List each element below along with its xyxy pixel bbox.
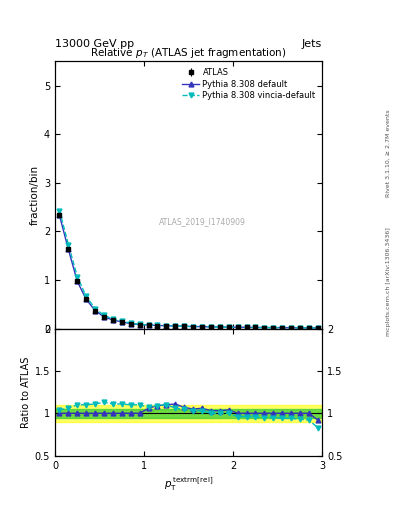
Pythia 8.308 default [146, 322, 151, 328]
Pythia 8.308 default [173, 323, 178, 329]
Pythia 8.308 default [280, 325, 285, 331]
Text: ATLAS_2019_I1740909: ATLAS_2019_I1740909 [158, 217, 246, 226]
Legend: ATLAS, Pythia 8.308 default, Pythia 8.308 vincia-default: ATLAS, Pythia 8.308 default, Pythia 8.30… [180, 66, 318, 102]
Pythia 8.308 vincia-default [84, 293, 88, 300]
Pythia 8.308 default [102, 314, 107, 320]
Pythia 8.308 vincia-default [235, 324, 240, 330]
Pythia 8.308 default [129, 321, 133, 327]
Text: mcplots.cern.ch [arXiv:1306.3436]: mcplots.cern.ch [arXiv:1306.3436] [386, 227, 391, 336]
Pythia 8.308 vincia-default [164, 323, 169, 329]
Pythia 8.308 default [137, 322, 142, 328]
Pythia 8.308 default [271, 325, 275, 331]
Pythia 8.308 default [75, 279, 80, 285]
Pythia 8.308 vincia-default [307, 325, 311, 331]
X-axis label: $p_{\rm T}^{\rm\,textrm[rel]}$: $p_{\rm T}^{\rm\,textrm[rel]}$ [164, 475, 213, 493]
Pythia 8.308 vincia-default [280, 325, 285, 331]
Pythia 8.308 vincia-default [262, 325, 267, 331]
Pythia 8.308 vincia-default [298, 325, 302, 331]
Pythia 8.308 vincia-default [93, 306, 97, 312]
Pythia 8.308 vincia-default [57, 207, 62, 214]
Pythia 8.308 vincia-default [173, 323, 178, 329]
Y-axis label: Ratio to ATLAS: Ratio to ATLAS [20, 356, 31, 428]
Pythia 8.308 default [200, 324, 204, 330]
Pythia 8.308 vincia-default [271, 325, 275, 331]
Pythia 8.308 default [209, 324, 213, 330]
Line: Pythia 8.308 default: Pythia 8.308 default [57, 213, 320, 330]
Pythia 8.308 vincia-default [316, 325, 320, 331]
Bar [55, 409, 322, 417]
Pythia 8.308 vincia-default [244, 324, 249, 330]
Pythia 8.308 default [164, 323, 169, 329]
Pythia 8.308 vincia-default [226, 324, 231, 330]
Pythia 8.308 vincia-default [110, 316, 115, 322]
Pythia 8.308 vincia-default [182, 323, 187, 329]
Pythia 8.308 default [110, 317, 115, 323]
Pythia 8.308 vincia-default [129, 320, 133, 326]
Pythia 8.308 default [253, 325, 258, 331]
Pythia 8.308 default [244, 324, 249, 330]
Pythia 8.308 default [289, 325, 294, 331]
Pythia 8.308 vincia-default [155, 323, 160, 329]
Pythia 8.308 vincia-default [102, 312, 107, 318]
Text: Rivet 3.1.10, ≥ 2.7M events: Rivet 3.1.10, ≥ 2.7M events [386, 110, 391, 198]
Pythia 8.308 vincia-default [75, 273, 80, 280]
Pythia 8.308 default [226, 324, 231, 330]
Pythia 8.308 default [235, 324, 240, 330]
Pythia 8.308 vincia-default [209, 324, 213, 330]
Bar [55, 405, 322, 422]
Pythia 8.308 vincia-default [289, 325, 294, 331]
Text: 13000 GeV pp: 13000 GeV pp [55, 38, 134, 49]
Pythia 8.308 vincia-default [119, 318, 124, 324]
Pythia 8.308 default [93, 308, 97, 314]
Pythia 8.308 default [66, 246, 71, 252]
Pythia 8.308 default [262, 325, 267, 331]
Pythia 8.308 default [316, 325, 320, 331]
Pythia 8.308 default [307, 325, 311, 331]
Pythia 8.308 default [298, 325, 302, 331]
Pythia 8.308 vincia-default [66, 242, 71, 248]
Pythia 8.308 vincia-default [191, 324, 195, 330]
Pythia 8.308 vincia-default [146, 322, 151, 328]
Pythia 8.308 vincia-default [253, 325, 258, 331]
Title: Relative $p_{T}$ (ATLAS jet fragmentation): Relative $p_{T}$ (ATLAS jet fragmentatio… [90, 46, 287, 60]
Pythia 8.308 default [84, 296, 88, 303]
Line: Pythia 8.308 vincia-default: Pythia 8.308 vincia-default [57, 208, 320, 330]
Pythia 8.308 default [155, 323, 160, 329]
Pythia 8.308 vincia-default [200, 324, 204, 330]
Y-axis label: fraction/bin: fraction/bin [30, 165, 40, 225]
Pythia 8.308 default [57, 212, 62, 219]
Pythia 8.308 default [119, 319, 124, 325]
Pythia 8.308 default [217, 324, 222, 330]
Pythia 8.308 default [182, 323, 187, 329]
Pythia 8.308 default [191, 324, 195, 330]
Pythia 8.308 vincia-default [217, 324, 222, 330]
Text: Jets: Jets [302, 38, 322, 49]
Pythia 8.308 vincia-default [137, 321, 142, 327]
